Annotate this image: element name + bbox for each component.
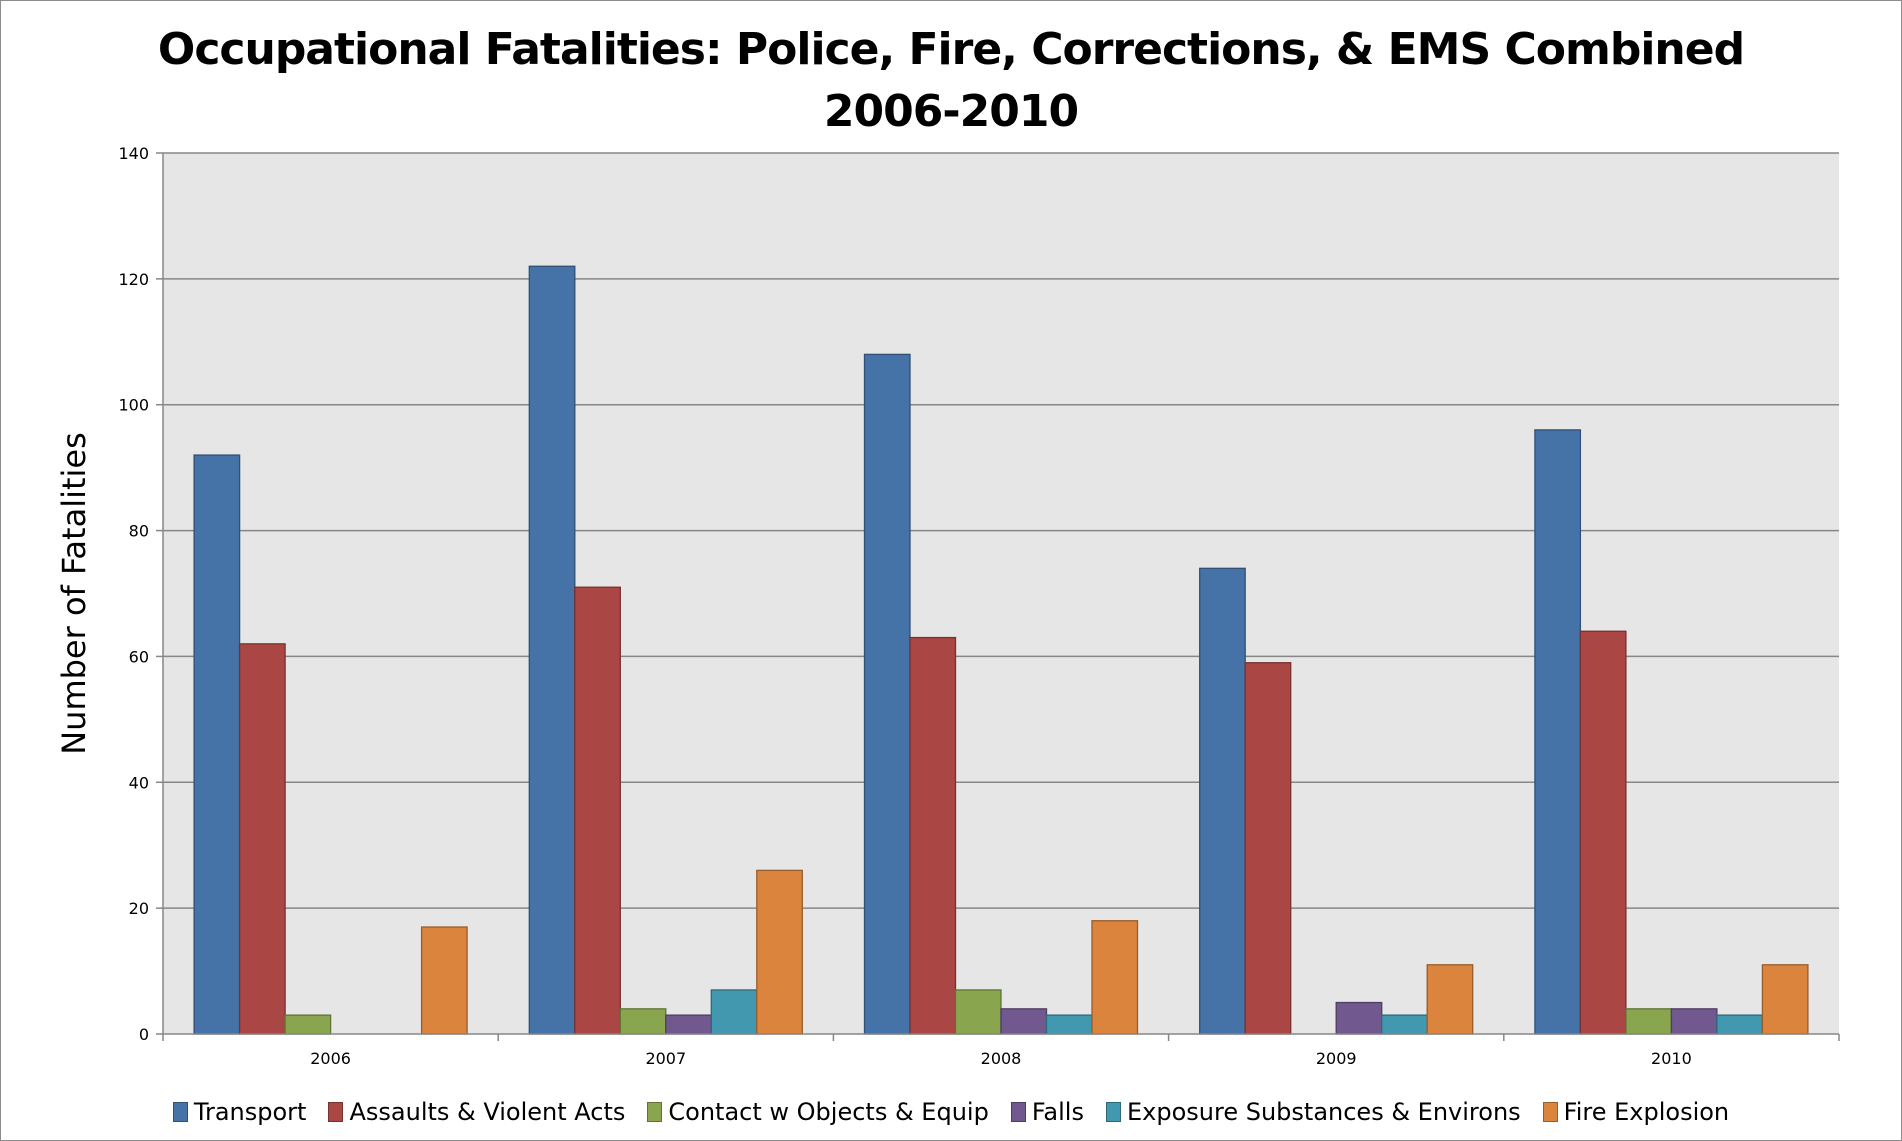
y-axis-label: Number of Fatalities <box>55 432 93 755</box>
legend-swatch <box>172 1102 188 1122</box>
legend-swatch <box>1542 1102 1558 1122</box>
legend: Transport Assaults & Violent Acts Contact … <box>0 1098 1902 1126</box>
bar-fire-explosion-2007 <box>756 869 803 1035</box>
bar-fire-explosion-2006 <box>420 926 468 1035</box>
chart-title: Occupational Fatalities: Police, Fire, C… <box>157 24 1745 75</box>
legend-item: Exposure Substances & Environs <box>1105 1098 1521 1126</box>
legend-item: Contact w Objects & Equip <box>647 1098 989 1126</box>
bar-contact-w-objects-equip-2007 <box>619 1008 667 1035</box>
bar-transport-2008 <box>863 353 911 1035</box>
legend-label: Contact w Objects & Equip <box>668 1098 989 1126</box>
bar-transport-2006 <box>193 454 241 1035</box>
legend-item: Assaults & Violent Acts <box>328 1098 625 1126</box>
bar-assaults-violent-acts-2009 <box>1244 662 1292 1035</box>
bar-contact-w-objects-equip-2006 <box>284 1014 332 1035</box>
axes <box>162 153 1840 1041</box>
bar-exposure-substances-environs-2010 <box>1716 1014 1764 1035</box>
bar-assaults-violent-acts-2006 <box>238 643 286 1035</box>
bar-transport-2010 <box>1534 429 1582 1035</box>
bar-contact-w-objects-equip-2008 <box>954 989 1002 1035</box>
bar-contact-w-objects-equip-2010 <box>1625 1008 1673 1035</box>
legend-item: Falls <box>1010 1098 1084 1126</box>
y-tick-label: 120 <box>118 270 149 289</box>
legend-label: Falls <box>1031 1098 1084 1126</box>
bar-falls-2007 <box>665 1014 712 1035</box>
bar-assaults-violent-acts-2007 <box>574 586 621 1035</box>
bar-exposure-substances-environs-2008 <box>1045 1014 1093 1035</box>
x-tick-label: 2006 <box>310 1049 351 1068</box>
y-tick-label: 20 <box>129 899 149 918</box>
bar-falls-2009 <box>1335 1001 1383 1035</box>
legend-label: Exposure Substances & Environs <box>1126 1098 1521 1126</box>
legend-swatch <box>647 1102 663 1122</box>
bar-fire-explosion-2008 <box>1091 920 1139 1035</box>
x-tick-label: 2007 <box>645 1049 686 1068</box>
y-tick-label: 80 <box>129 522 149 541</box>
bar-fire-explosion-2009 <box>1426 964 1474 1035</box>
bars <box>193 265 1809 1035</box>
bar-falls-2008 <box>1000 1008 1048 1035</box>
bar-assaults-violent-acts-2010 <box>1579 630 1627 1035</box>
y-tick-label: 140 <box>118 144 149 163</box>
bar-exposure-substances-environs-2009 <box>1381 1014 1428 1035</box>
legend-swatch <box>1105 1102 1121 1122</box>
x-tick-label: 2008 <box>981 1049 1022 1068</box>
legend-swatch <box>328 1102 344 1122</box>
bar-transport-2007 <box>528 265 576 1035</box>
x-tick-label: 2009 <box>1316 1049 1357 1068</box>
chart-subtitle: 2006-2010 <box>823 86 1079 137</box>
legend-label: Fire Explosion <box>1563 1098 1730 1126</box>
legend-label: Assaults & Violent Acts <box>349 1098 626 1126</box>
y-tick-labels: 0 20 40 60 80 100 120 140 <box>118 144 149 1044</box>
bar-falls-2010 <box>1670 1008 1718 1035</box>
y-tick-label: 100 <box>118 396 149 415</box>
x-tick-labels: 2006 2007 2008 2009 2010 <box>310 1049 1692 1068</box>
bar-transport-2009 <box>1199 567 1246 1035</box>
bar-fire-explosion-2010 <box>1761 964 1809 1035</box>
legend-label: Transport <box>193 1098 307 1126</box>
y-tick-label: 0 <box>139 1025 149 1044</box>
x-tick-label: 2010 <box>1651 1049 1692 1068</box>
y-tick-label: 40 <box>129 773 149 792</box>
y-tick-label: 60 <box>129 647 149 666</box>
bar-exposure-substances-environs-2007 <box>710 989 758 1035</box>
legend-item: Fire Explosion <box>1542 1098 1730 1126</box>
legend-item: Transport <box>172 1098 307 1126</box>
legend-swatch <box>1010 1102 1026 1122</box>
bar-assaults-violent-acts-2008 <box>909 636 957 1035</box>
